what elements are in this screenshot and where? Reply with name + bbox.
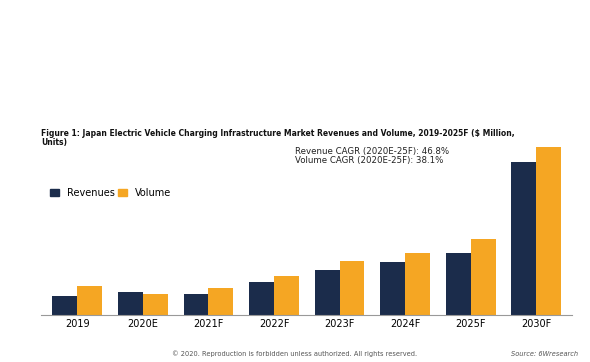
Bar [274,276,299,315]
Text: 6W: 6W [536,12,566,29]
Bar [512,162,536,315]
Bar [340,261,365,315]
Bar [446,253,471,315]
Bar [471,239,496,315]
Text: Figure 1: Japan Electric Vehicle Charging Infrastructure Market Revenues and Vol: Figure 1: Japan Electric Vehicle Chargin… [41,129,515,138]
Text: research: research [545,32,584,41]
Text: Units): Units) [41,138,67,147]
Bar [405,253,430,315]
Bar [536,147,561,315]
Bar [183,294,208,315]
Bar [314,270,340,315]
Text: Market Overview: Market Overview [15,43,142,56]
Text: Japan Electric Vehicle Charging Infrastructure: Japan Electric Vehicle Charging Infrastr… [15,18,358,31]
Bar [118,292,143,315]
Bar [380,262,405,315]
Text: Volume CAGR (2020E-25F): 38.1%: Volume CAGR (2020E-25F): 38.1% [295,156,443,165]
Bar [208,288,234,315]
Text: Revenue CAGR (2020E-25F): 46.8%: Revenue CAGR (2020E-25F): 46.8% [295,147,449,156]
Bar [249,282,274,315]
Bar [53,296,77,315]
Text: © 2020. Reproduction is forbidden unless authorized. All rights reserved.: © 2020. Reproduction is forbidden unless… [172,350,418,357]
Text: Source: 6Wresearch: Source: 6Wresearch [511,350,578,357]
Legend: Revenues, Volume: Revenues, Volume [46,184,175,202]
Bar [77,286,102,315]
Bar [143,294,168,315]
